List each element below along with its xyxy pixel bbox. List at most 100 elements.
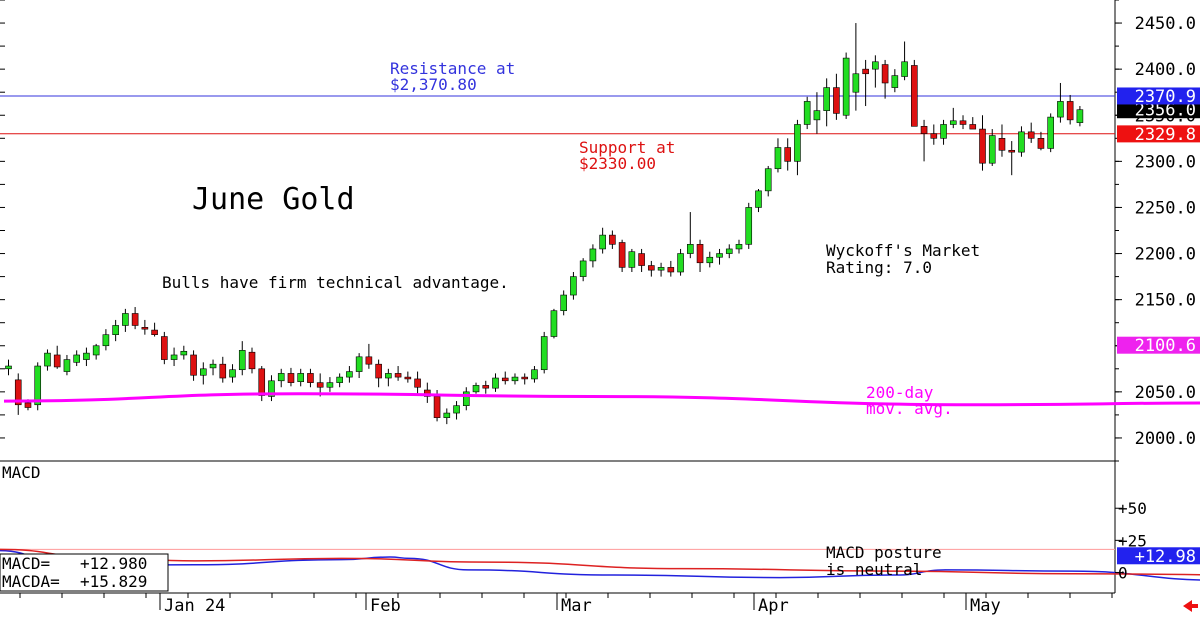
- candle-body: [501, 377, 509, 382]
- candle: [949, 107, 957, 129]
- candle: [901, 41, 908, 81]
- candle-body: [102, 334, 110, 347]
- candle-body: [161, 336, 168, 360]
- candle-body: [219, 363, 227, 379]
- candle: [161, 331, 168, 365]
- candle: [979, 115, 986, 171]
- candle: [1057, 82, 1064, 123]
- candle: [1018, 126, 1025, 157]
- macd-average-line: [0, 548, 1200, 576]
- candle: [268, 375, 275, 402]
- candle: [725, 244, 733, 259]
- candle: [482, 380, 490, 394]
- candle: [716, 248, 723, 265]
- candle-body: [462, 391, 470, 406]
- candle: [375, 359, 382, 388]
- candle: [1008, 141, 1016, 176]
- candle-body: [784, 147, 792, 162]
- candle: [988, 129, 996, 166]
- candle-body: [560, 294, 567, 312]
- candle-body: [112, 325, 119, 335]
- candle-body: [949, 120, 957, 125]
- candle: [83, 347, 90, 367]
- candle: [628, 248, 636, 272]
- candle-body: [648, 265, 655, 271]
- candle-body: [404, 376, 412, 380]
- candle-body: [5, 365, 12, 370]
- candle-body: [570, 276, 577, 296]
- support-price-tag: 2329.8: [1117, 125, 1200, 145]
- candle: [462, 387, 470, 411]
- candle: [287, 367, 295, 387]
- candle-body: [872, 61, 879, 70]
- candle-body: [131, 313, 139, 326]
- candle: [453, 401, 460, 420]
- svg-text:2356.0: 2356.0: [1135, 101, 1196, 121]
- candle: [229, 364, 236, 383]
- price-tick-label: 2050.0: [1135, 383, 1196, 403]
- support-label: Support at: [579, 138, 675, 157]
- candle: [414, 371, 421, 394]
- candle: [297, 368, 305, 387]
- candle-body: [833, 87, 840, 114]
- macd-legend-label: MACD=: [2, 554, 50, 573]
- macd-price-tag: +12.98: [1117, 547, 1200, 567]
- candle-body: [521, 376, 529, 380]
- candle-body: [628, 251, 636, 268]
- candle-body: [453, 405, 460, 414]
- candle-body: [92, 345, 100, 356]
- candle: [764, 165, 772, 197]
- resistance-label: Resistance at: [390, 59, 515, 78]
- candle-body: [1076, 109, 1084, 123]
- candle: [102, 329, 110, 351]
- candle: [550, 308, 558, 339]
- candle-body: [151, 329, 158, 335]
- candle: [745, 202, 753, 249]
- candle-body: [492, 377, 499, 389]
- candle: [521, 373, 529, 385]
- candle: [355, 353, 363, 379]
- candle-body: [862, 68, 869, 75]
- candle: [579, 258, 587, 282]
- candle: [813, 92, 821, 134]
- candle-body: [414, 378, 421, 388]
- candle-body: [677, 253, 684, 273]
- time-tick-label: May: [970, 596, 1001, 616]
- candle: [911, 59, 918, 127]
- candle-body: [1018, 131, 1025, 153]
- scroll-arrow-icon[interactable]: [1183, 600, 1198, 612]
- candle-body: [852, 73, 860, 93]
- candle: [794, 119, 801, 176]
- svg-text:2329.8: 2329.8: [1135, 125, 1196, 145]
- macd-tick-label: +25: [1118, 531, 1147, 550]
- candle-body: [316, 382, 324, 388]
- candle: [570, 271, 577, 300]
- candle: [53, 345, 61, 369]
- candle: [1076, 106, 1084, 127]
- candle: [492, 373, 499, 392]
- support-value: $2330.00: [579, 154, 656, 173]
- candle-body: [940, 124, 947, 139]
- candle: [248, 347, 256, 374]
- candle-body: [667, 267, 675, 273]
- candle-body: [716, 253, 723, 258]
- price-tick-label: 2400.0: [1135, 60, 1196, 80]
- candle: [609, 230, 616, 249]
- candle: [677, 248, 684, 276]
- candle-body: [1057, 101, 1064, 118]
- candle-body: [657, 267, 665, 271]
- candle: [63, 354, 71, 376]
- price-axis-ticks: 2450.02400.02350.02300.02250.02200.02150…: [0, 0, 1196, 462]
- candle: [190, 350, 197, 381]
- candle: [706, 251, 714, 268]
- candle-body: [1037, 138, 1045, 149]
- time-tick-label: Apr: [758, 596, 789, 616]
- candle: [336, 373, 343, 388]
- candle-body: [803, 101, 811, 125]
- candle: [881, 59, 889, 99]
- candle: [774, 138, 782, 173]
- candle: [872, 55, 879, 88]
- candle: [443, 408, 451, 425]
- candle: [735, 239, 743, 254]
- candle-body: [540, 336, 548, 371]
